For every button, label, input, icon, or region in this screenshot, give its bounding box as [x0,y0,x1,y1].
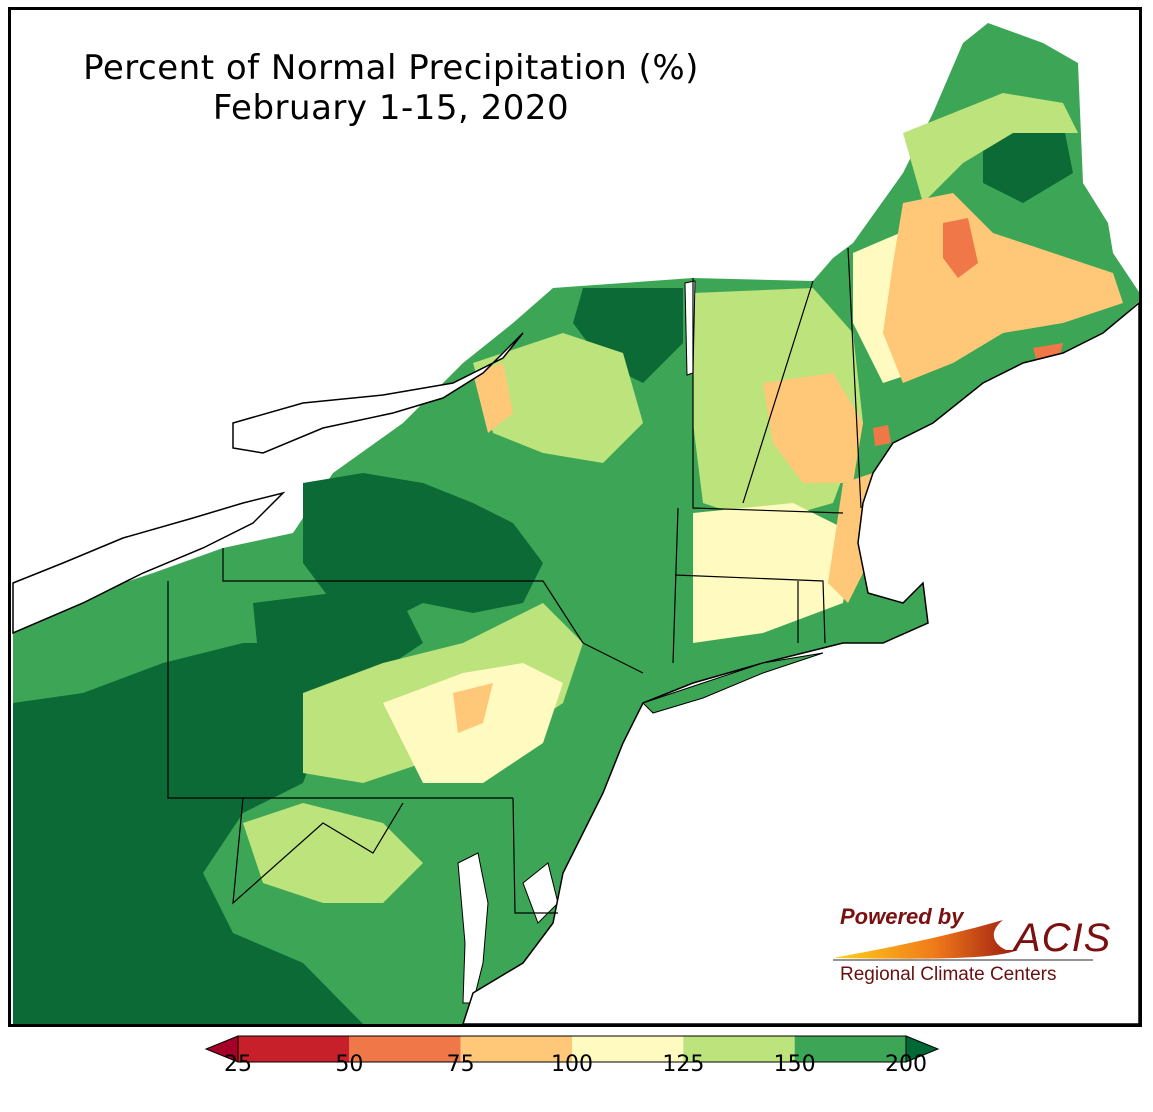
lake-ontario [232,332,524,454]
map-frame: Percent of Normal Precipitation (%) Febr… [8,7,1142,1027]
lake-erie [12,491,286,635]
region-light-orange-pa [453,683,493,733]
region-light-green-maine [903,93,1078,203]
acis-logo: Powered by ACIS Regional Climate Centers [828,900,1118,995]
region-deep-green-pa [253,593,423,723]
region-light-orange-ny [473,363,513,433]
region-deep-green-maine [983,123,1073,203]
colorbar-tick-label: 100 [551,1052,593,1077]
colorbar-legend [204,1035,940,1063]
region-orange-maine [943,218,978,278]
logo-powered-by: Powered by [840,904,964,929]
precipitation-map [12,23,1139,1024]
colorbar-tick-label: 25 [224,1052,252,1077]
region-deep-green-ny [303,473,543,623]
colorbar-tick-label: 200 [885,1052,927,1077]
region-light-orange-nh [763,373,863,483]
region-light-green-ny [473,333,643,463]
colorbar-outline [237,1035,907,1063]
acis-swoosh-icon [833,920,1093,961]
colorbar-bin-75-100 [460,1036,572,1062]
chesapeake-bay [457,852,489,1004]
logo-acis-name: ACIS [1014,916,1112,960]
region-deep-green-west [13,643,363,1024]
colorbar-bin-50-75 [349,1036,461,1062]
atlantic-ocean [462,302,1139,1024]
map-title: Percent of Normal Precipitation (%) [83,48,699,88]
colorbar-tick-label: 50 [335,1052,364,1077]
logo-subtitle: Regional Climate Centers [840,964,1057,985]
state-borders [167,247,862,914]
region-light-green-md [243,803,423,903]
long-island [642,652,824,714]
colorbar-bin-125-150 [683,1036,795,1062]
colorbar-tick-label: 150 [773,1052,816,1077]
region-pale-yellow-ne [693,503,853,643]
colorbar-bin-25-50 [238,1036,350,1062]
colorbar-bin-100-125 [572,1036,684,1062]
map-subtitle: February 1-15, 2020 [212,88,570,128]
colorbar-bin-150-200 [794,1036,906,1062]
colorbar-tick-label: 125 [662,1052,705,1077]
region-light-orange-coast [828,473,873,603]
colorbar-tick-label: 75 [446,1052,475,1077]
region-orange-nh [873,425,891,446]
